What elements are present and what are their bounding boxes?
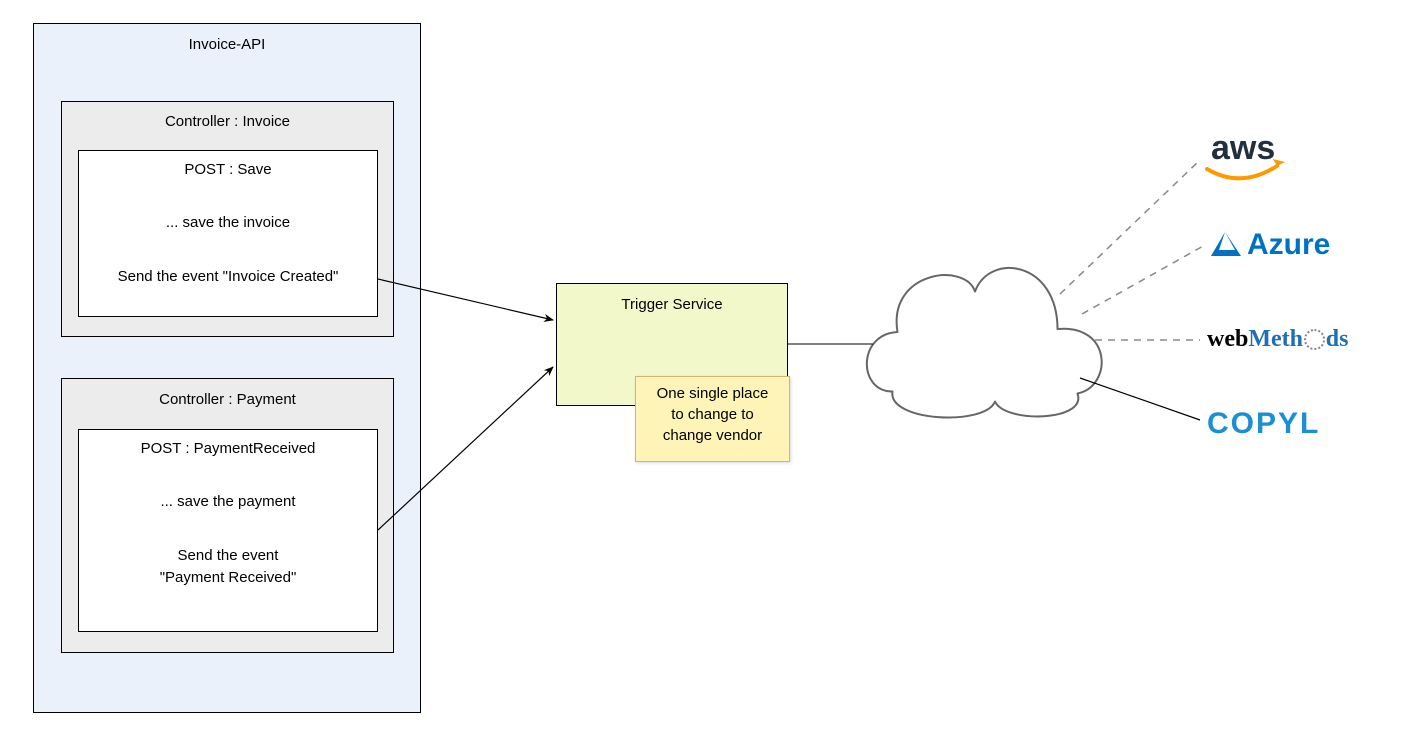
text-line: One single place [635, 385, 790, 402]
vendor-webmethods: webMethds [1207, 326, 1348, 353]
trigger-service-title: Trigger Service [556, 296, 788, 313]
controller-payment-title: Controller : Payment [61, 391, 394, 408]
vendor-azure: Azure [1213, 228, 1330, 262]
vendor-aws: aws [1211, 129, 1275, 168]
text-line: change vendor [635, 427, 790, 444]
text-line: POST : PaymentReceived [78, 440, 378, 457]
diagram-canvas: Invoice-API Controller : Invoice POST : … [0, 0, 1418, 750]
invoice-api-title: Invoice-API [33, 36, 421, 53]
text-line: POST : Save [78, 161, 378, 178]
text-line: ... save the invoice [78, 214, 378, 231]
cloud-links [1060, 160, 1205, 420]
text-line: "Payment Received" [78, 569, 378, 586]
text-line: Send the event [78, 547, 378, 564]
payment-action-frame [78, 429, 378, 632]
controller-invoice-title: Controller : Invoice [61, 113, 394, 130]
cloud-icon [867, 268, 1102, 418]
text-line: to change to [635, 406, 790, 423]
vendor-copyl: COPYL [1207, 407, 1320, 441]
text-line: ... save the payment [78, 493, 378, 510]
text-line: Send the event "Invoice Created" [78, 268, 378, 285]
